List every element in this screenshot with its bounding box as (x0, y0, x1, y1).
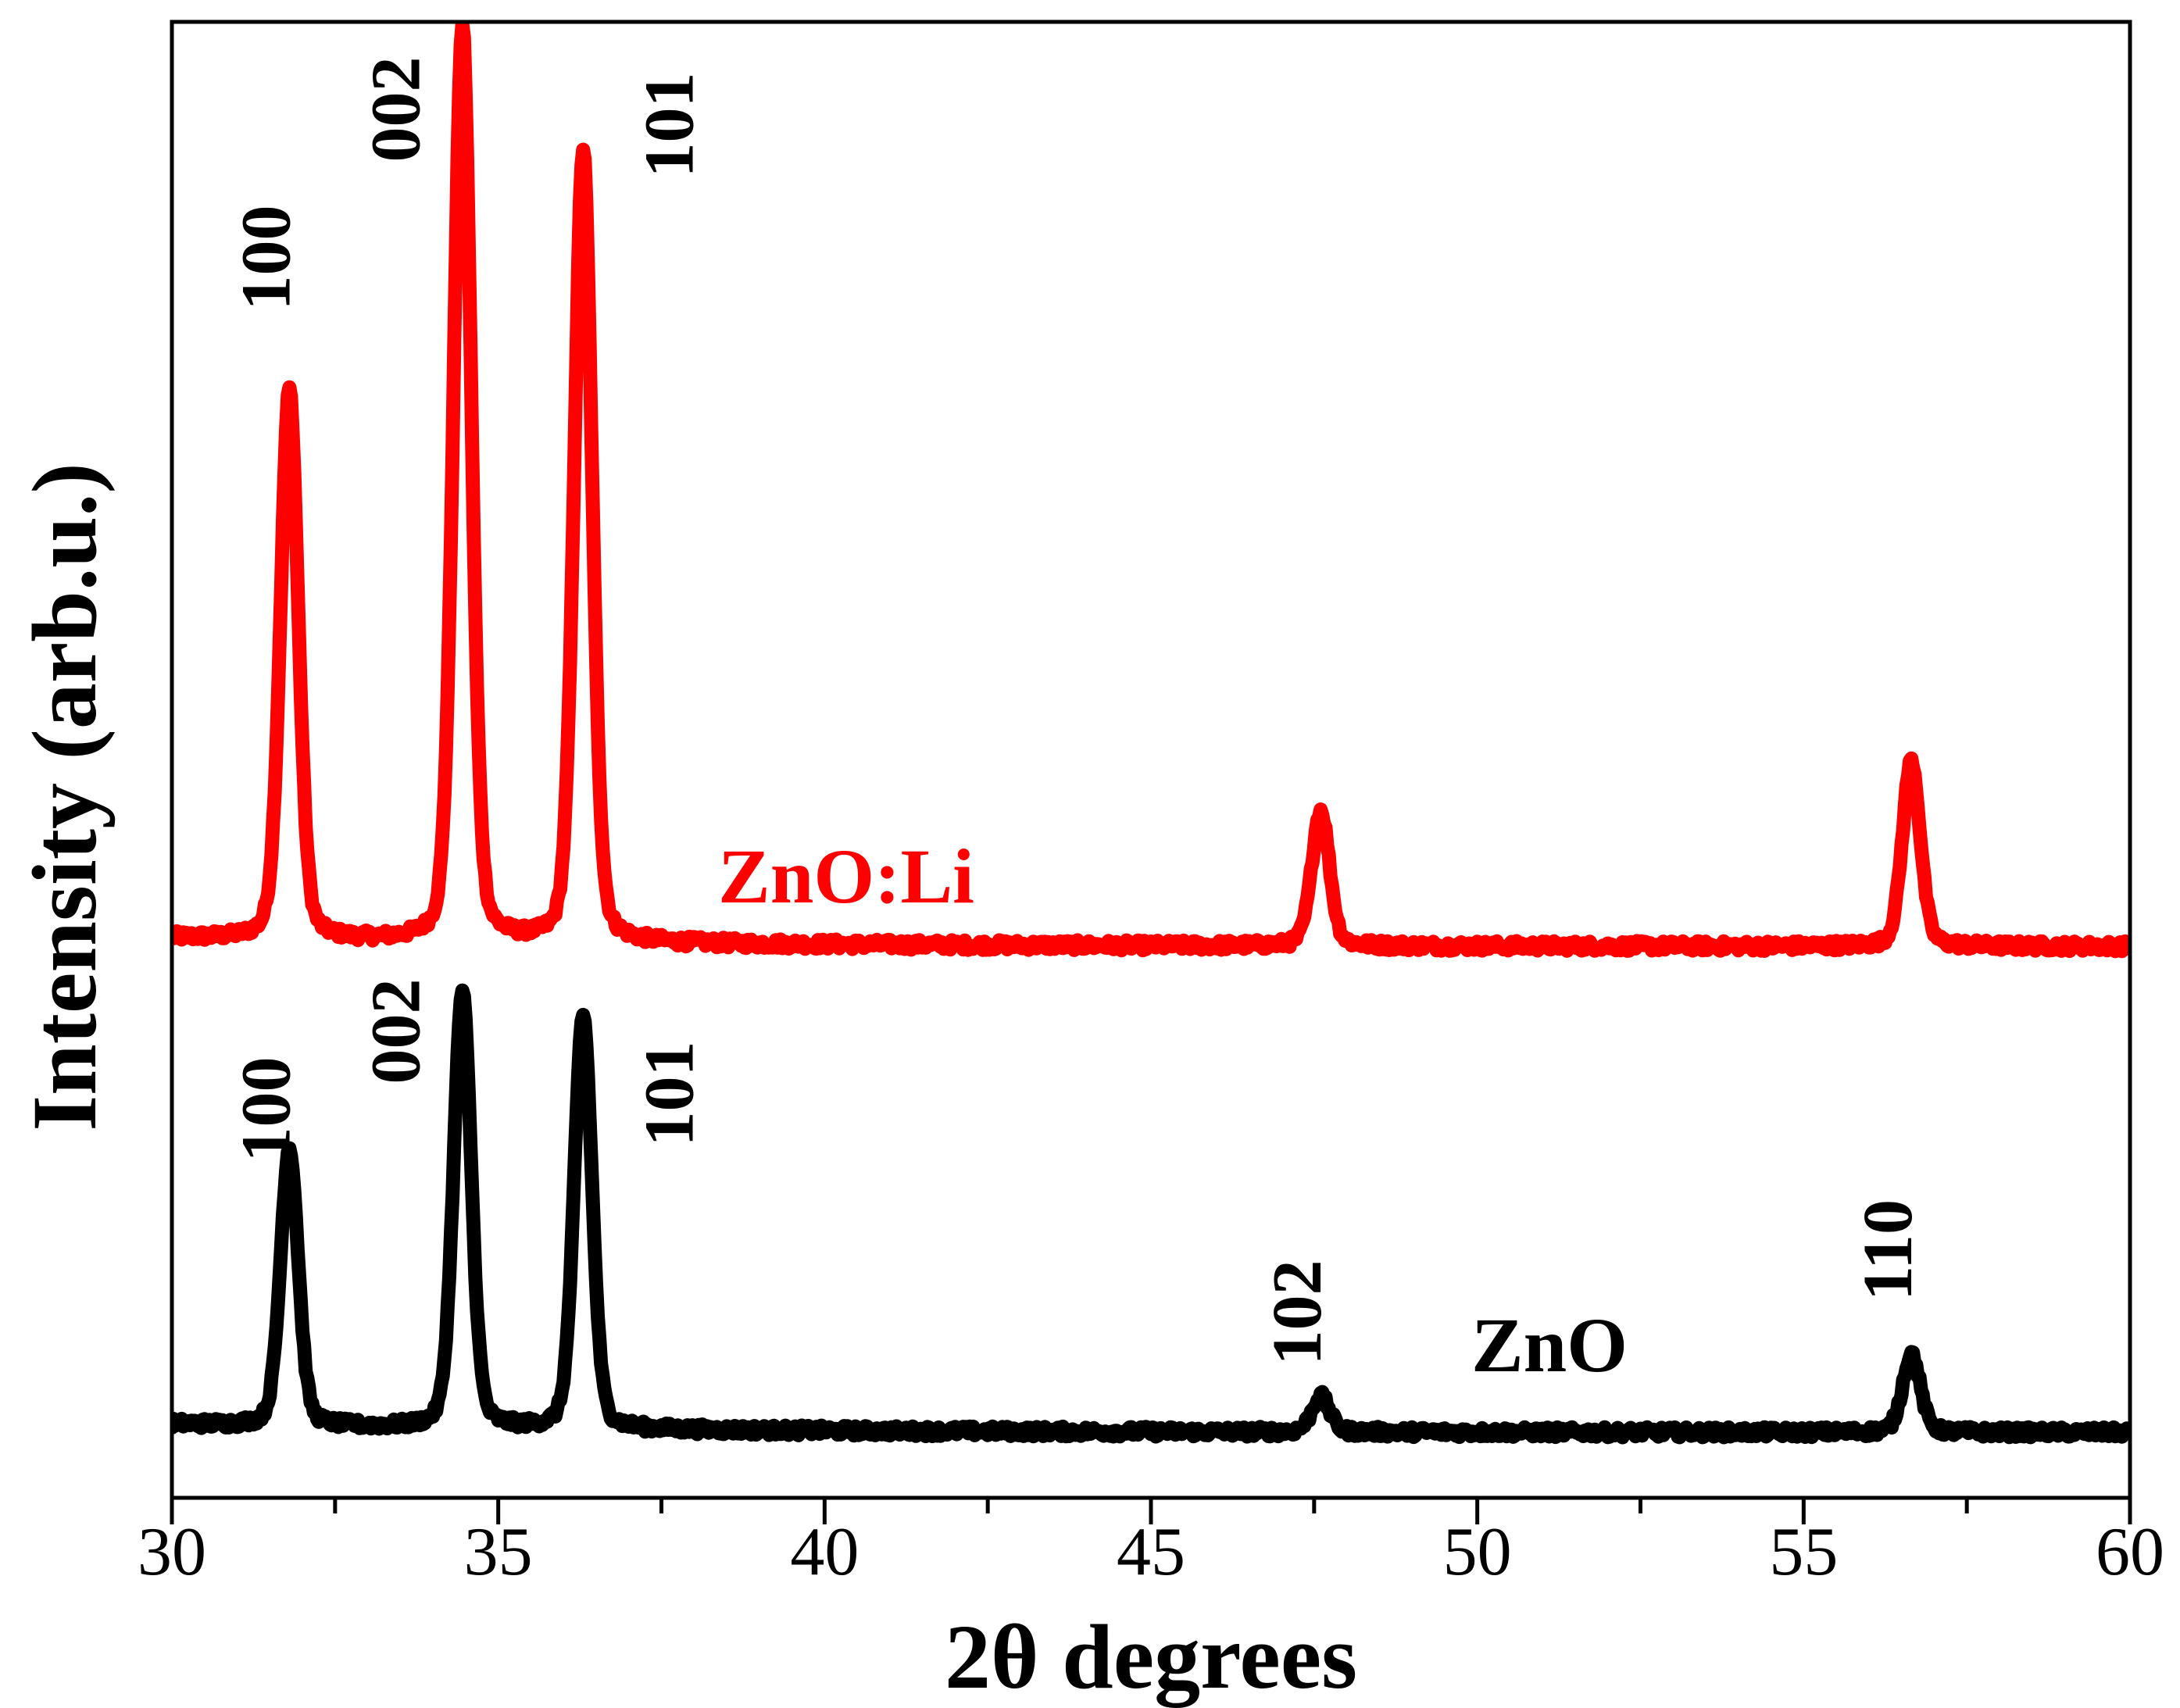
x-tick-label: 60 (2096, 1514, 2164, 1590)
series-label-zno: ZnO (1471, 1302, 1628, 1388)
series-line-znoli (173, 23, 2128, 959)
x-tick-label: 45 (1117, 1514, 1185, 1590)
x-tick-label: 35 (464, 1514, 533, 1590)
x-axis-title: 2θ degrees (945, 1606, 1357, 1708)
y-axis-title: Intensity (arb.u.) (13, 463, 116, 1131)
series-line-zno (173, 983, 2128, 1445)
x-tick-label: 55 (1769, 1514, 1838, 1590)
peak-label-101: 101 (631, 1042, 708, 1147)
peak-label-102: 102 (1259, 1260, 1336, 1366)
x-tick-label: 40 (790, 1514, 859, 1590)
peak-label-100: 100 (227, 205, 305, 311)
peak-label-101: 101 (631, 73, 708, 178)
x-tick-label: 30 (138, 1514, 206, 1590)
peak-label-100: 100 (227, 1057, 305, 1163)
peak-label-002: 002 (358, 979, 435, 1084)
x-tick-label: 50 (1443, 1514, 1512, 1590)
peak-label-002: 002 (358, 57, 435, 163)
series-label-znoli: ZnO:Li (718, 833, 974, 920)
peak-label-110: 110 (1849, 1199, 1927, 1301)
